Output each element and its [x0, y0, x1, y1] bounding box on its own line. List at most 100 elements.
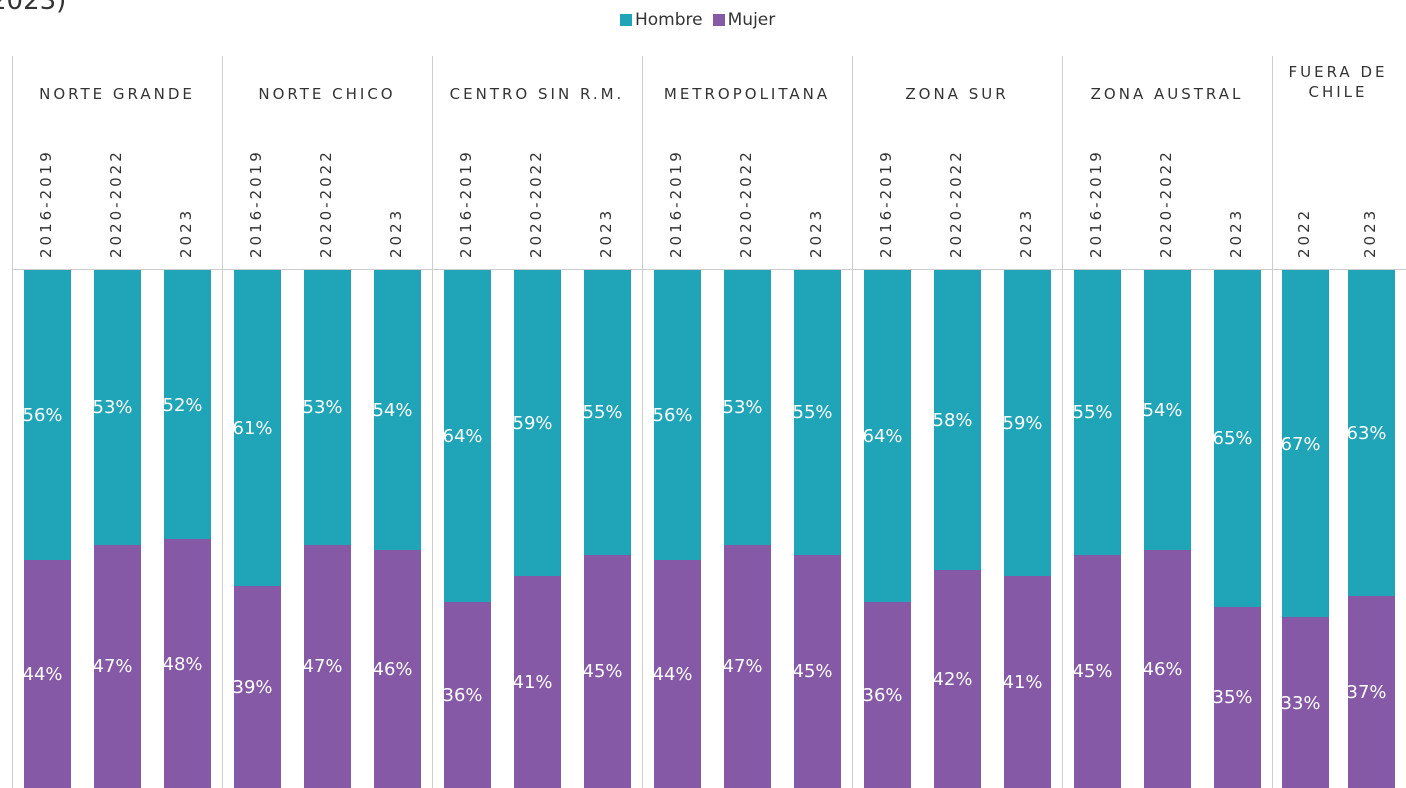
group-label: ZONA AUSTRAL	[1090, 85, 1244, 103]
bar-segment	[1073, 554, 1121, 788]
period-label: 2020-2022	[737, 149, 755, 258]
value-label: 35%	[1212, 687, 1253, 709]
group-label: FUERA DE CHILE	[1288, 63, 1388, 101]
bar-segment	[1347, 596, 1395, 788]
bar-segment	[1073, 270, 1121, 555]
value-label: 54%	[1142, 399, 1183, 421]
group-separator	[432, 56, 433, 788]
value-label: 56%	[22, 405, 63, 427]
group-separator	[642, 56, 643, 788]
bar-segment	[1281, 617, 1329, 788]
value-label: 56%	[652, 405, 693, 427]
value-label: 47%	[302, 656, 343, 678]
bar-segment	[93, 270, 141, 545]
chart-title: 2023)	[0, 0, 67, 16]
bar-segment	[233, 270, 281, 586]
value-label: 48%	[162, 653, 203, 675]
legend: Hombre Mujer	[620, 10, 775, 30]
bar-segment	[793, 270, 841, 555]
period-label: 2020-2022	[107, 149, 125, 258]
value-label: 47%	[722, 656, 763, 678]
legend-item: Mujer	[712, 10, 776, 30]
period-label: 2023	[1361, 207, 1379, 258]
bar-segment	[1003, 270, 1051, 576]
bar-segment	[513, 270, 561, 576]
legend-item: Hombre	[620, 10, 703, 30]
group-label: METROPOLITANA	[663, 85, 831, 103]
period-label: 2023	[1017, 207, 1035, 258]
value-label: 61%	[232, 417, 273, 439]
legend-swatch	[712, 14, 725, 26]
period-label: 2020-2022	[317, 149, 335, 258]
value-label: 44%	[652, 664, 693, 686]
legend-label: Mujer	[727, 10, 776, 30]
value-label: 46%	[1142, 658, 1183, 680]
period-label: 2016-2019	[1087, 149, 1105, 258]
bar-segment	[933, 270, 981, 571]
bar-segment	[1213, 270, 1261, 607]
value-label: 45%	[582, 661, 623, 683]
value-label: 55%	[792, 402, 833, 424]
value-label: 65%	[1212, 428, 1253, 450]
value-label: 41%	[1002, 671, 1043, 693]
period-label: 2023	[1227, 207, 1245, 258]
bar-segment	[373, 549, 421, 788]
bar-segment	[1003, 575, 1051, 788]
bar-segment	[23, 270, 71, 561]
period-label: 2016-2019	[457, 149, 475, 258]
baseline	[12, 269, 1406, 270]
bar-segment	[863, 270, 911, 602]
value-label: 39%	[232, 676, 273, 698]
legend-swatch	[620, 14, 632, 26]
bar-segment	[933, 570, 981, 788]
bar-segment	[23, 560, 71, 788]
bar-segment	[723, 544, 771, 788]
group-label: CENTRO SIN R.M.	[449, 85, 625, 103]
value-label: 46%	[372, 658, 413, 680]
bar-segment	[653, 560, 701, 788]
bar-segment	[723, 270, 771, 545]
value-label: 67%	[1280, 433, 1321, 455]
bar-segment	[793, 554, 841, 788]
bar-segment	[373, 270, 421, 550]
group-label: NORTE CHICO	[258, 85, 396, 103]
value-label: 54%	[372, 399, 413, 421]
bar-segment	[233, 585, 281, 788]
bar-segment	[93, 544, 141, 788]
period-label: 2022	[1295, 207, 1313, 258]
group-separator	[222, 56, 223, 788]
value-label: 47%	[92, 656, 133, 678]
bar-segment	[1281, 270, 1329, 618]
group-label: ZONA SUR	[905, 85, 1009, 103]
bar-segment	[443, 270, 491, 602]
bar-segment	[1213, 606, 1261, 788]
value-label: 44%	[22, 664, 63, 686]
period-label: 2020-2022	[947, 149, 965, 258]
value-label: 52%	[162, 394, 203, 416]
bar-segment	[443, 601, 491, 788]
bar-segment	[583, 554, 631, 788]
value-label: 53%	[302, 397, 343, 419]
value-label: 53%	[722, 397, 763, 419]
group-separator	[852, 56, 853, 788]
period-label: 2023	[177, 207, 195, 258]
group-separator	[12, 56, 13, 788]
group-label: NORTE GRANDE	[39, 85, 195, 103]
bar-segment	[653, 270, 701, 561]
value-label: 63%	[1346, 423, 1387, 445]
value-label: 59%	[512, 412, 553, 434]
period-label: 2016-2019	[667, 149, 685, 258]
bar-segment	[863, 601, 911, 788]
period-label: 2016-2019	[247, 149, 265, 258]
bar-segment	[163, 539, 211, 788]
legend-label: Hombre	[635, 10, 703, 30]
group-separator	[1062, 56, 1063, 788]
period-label: 2016-2019	[37, 149, 55, 258]
value-label: 58%	[932, 410, 973, 432]
value-label: 55%	[582, 402, 623, 424]
value-label: 64%	[442, 425, 483, 447]
value-label: 53%	[92, 397, 133, 419]
value-label: 36%	[862, 684, 903, 706]
value-label: 36%	[442, 684, 483, 706]
period-label: 2016-2019	[877, 149, 895, 258]
